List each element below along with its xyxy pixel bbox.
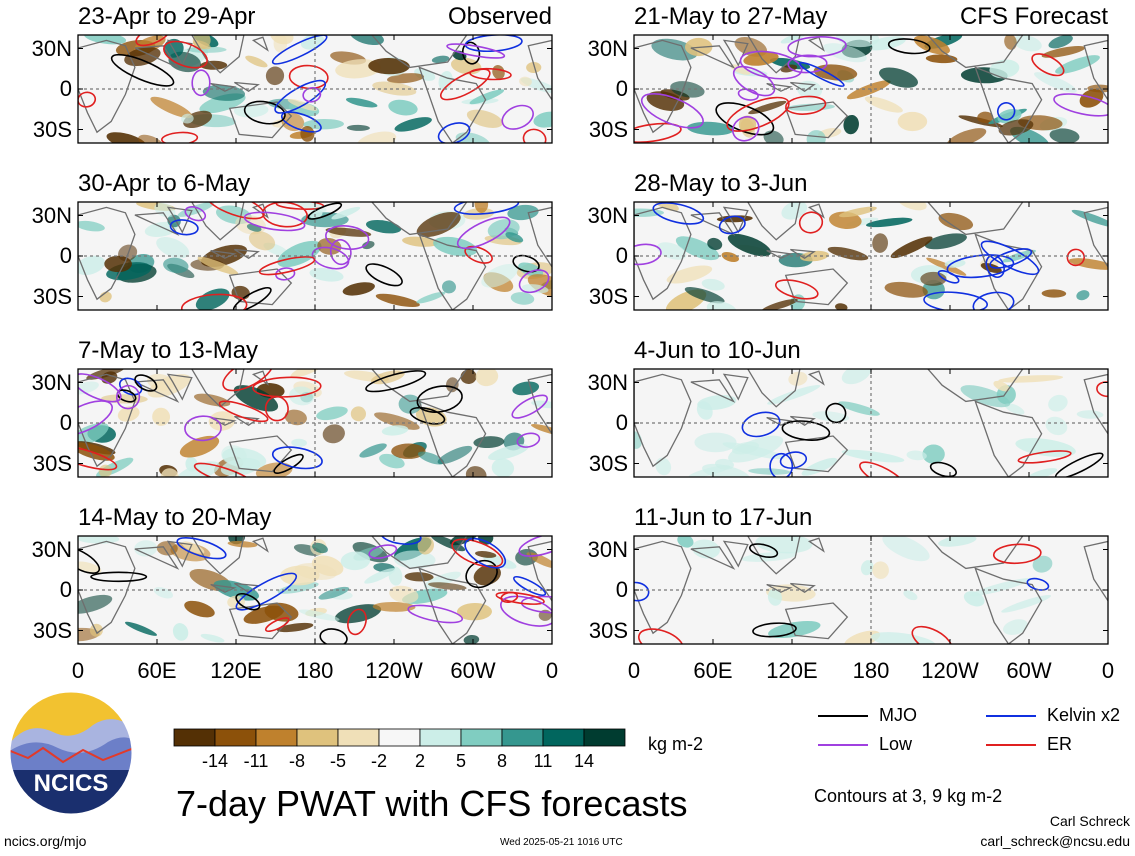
legend-label: Kelvin x2 xyxy=(1047,705,1121,725)
lon-label: 0 xyxy=(71,658,85,683)
lat-label: 0 xyxy=(59,410,72,435)
lon-label: 60W xyxy=(450,658,496,683)
lat-label: 0 xyxy=(615,243,628,268)
lat-label: 30N xyxy=(31,35,72,61)
lat-label: 30S xyxy=(32,450,72,476)
lon-label: 60W xyxy=(1006,658,1052,683)
colorbar-swatch xyxy=(378,728,421,747)
map-panel xyxy=(633,368,1109,478)
lat-label: 0 xyxy=(615,577,628,602)
lon-label: 60E xyxy=(137,658,177,683)
colorbar-label: -14 xyxy=(201,751,229,771)
colorbar-label: 8 xyxy=(496,751,508,771)
lat-label: 30N xyxy=(587,369,628,395)
map-panel xyxy=(77,368,553,478)
colorbar-swatch xyxy=(173,728,216,747)
lat-label: 30S xyxy=(588,450,628,476)
lat-label: 0 xyxy=(59,76,72,101)
colorbar-label: 5 xyxy=(455,751,467,771)
panel-title: 7-May to 13-May xyxy=(78,337,259,364)
lon-label: 180 xyxy=(296,658,334,683)
panel-title: 23-Apr to 29-Apr xyxy=(78,3,256,30)
lon-label: 0 xyxy=(545,658,559,683)
lon-label: 120W xyxy=(921,658,979,683)
colorbar-label: 14 xyxy=(573,751,595,771)
panel-title: 28-May to 3-Jun xyxy=(634,170,808,197)
legend-label: MJO xyxy=(879,705,917,725)
email: carl_schreck@ncsu.edu xyxy=(980,833,1130,849)
map-panel xyxy=(633,535,1109,645)
colorbar-swatch xyxy=(419,728,462,747)
map-panel xyxy=(633,201,1109,311)
map-panel xyxy=(77,34,553,144)
panel-tag: Observed xyxy=(447,3,552,30)
lat-label: 30N xyxy=(587,536,628,562)
legend-label: Low xyxy=(879,734,913,754)
lat-label: 30S xyxy=(32,283,72,309)
colorbar xyxy=(173,728,626,747)
lon-label: 0 xyxy=(1101,658,1115,683)
panel-title: 30-Apr to 6-May xyxy=(78,170,251,197)
colorbar-swatch xyxy=(460,728,503,747)
colorbar-label: 2 xyxy=(414,751,426,771)
colorbar-swatch xyxy=(214,728,257,747)
lat-label: 30N xyxy=(31,536,72,562)
colorbar-label: -2 xyxy=(370,751,388,771)
lat-label: 30S xyxy=(588,283,628,309)
colorbar-units: kg m-2 xyxy=(648,734,704,754)
lat-label: 30S xyxy=(588,617,628,643)
colorbar-swatch xyxy=(583,728,626,747)
lat-label: 30N xyxy=(31,369,72,395)
lat-label: 30S xyxy=(32,116,72,142)
lat-label: 0 xyxy=(615,410,628,435)
lat-label: 30S xyxy=(32,617,72,643)
map-panel xyxy=(633,34,1109,144)
author: Carl Schreck xyxy=(1049,813,1130,829)
legend-label: ER xyxy=(1047,734,1073,754)
main-title: 7-day PWAT with CFS forecasts xyxy=(176,783,688,824)
lon-label: 120E xyxy=(210,658,262,683)
lat-label: 30N xyxy=(587,35,628,61)
colorbar-swatch xyxy=(542,728,585,747)
lat-label: 0 xyxy=(59,577,72,602)
lon-label: 120W xyxy=(365,658,423,683)
lon-label: 180 xyxy=(852,658,890,683)
lon-label: 0 xyxy=(627,658,641,683)
contours-note: Contours at 3, 9 kg m-2 xyxy=(814,786,1003,806)
panel-tag: CFS Forecast xyxy=(959,3,1108,30)
colorbar-label: -5 xyxy=(329,751,347,771)
ncics-logo: NCICS xyxy=(8,690,134,816)
lat-label: 30S xyxy=(588,116,628,142)
colorbar-label: 11 xyxy=(533,751,553,771)
panel-title: 14-May to 20-May xyxy=(78,504,272,531)
site-link: ncics.org/mjo xyxy=(4,833,87,849)
colorbar-label: -8 xyxy=(288,751,306,771)
panel-title: 4-Jun to 10-Jun xyxy=(634,337,801,364)
colorbar-swatch xyxy=(255,728,298,747)
lat-label: 30N xyxy=(31,202,72,228)
panel-title: 21-May to 27-May xyxy=(634,3,828,30)
colorbar-swatch xyxy=(296,728,339,747)
timestamp: Wed 2025-05-21 1016 UTC xyxy=(500,837,623,848)
colorbar-swatch xyxy=(337,728,380,747)
colorbar-swatch xyxy=(501,728,544,747)
lat-label: 0 xyxy=(59,243,72,268)
legend-lines xyxy=(818,715,1036,746)
panel-title: 11-Jun to 17-Jun xyxy=(634,504,813,531)
lon-label: 60E xyxy=(693,658,733,683)
lat-label: 0 xyxy=(615,76,628,101)
map-panel xyxy=(77,201,553,311)
colorbar-label: -11 xyxy=(243,751,269,771)
lon-label: 120E xyxy=(766,658,818,683)
map-panel xyxy=(77,535,553,645)
logo-text: NCICS xyxy=(34,770,109,797)
lat-label: 30N xyxy=(587,202,628,228)
